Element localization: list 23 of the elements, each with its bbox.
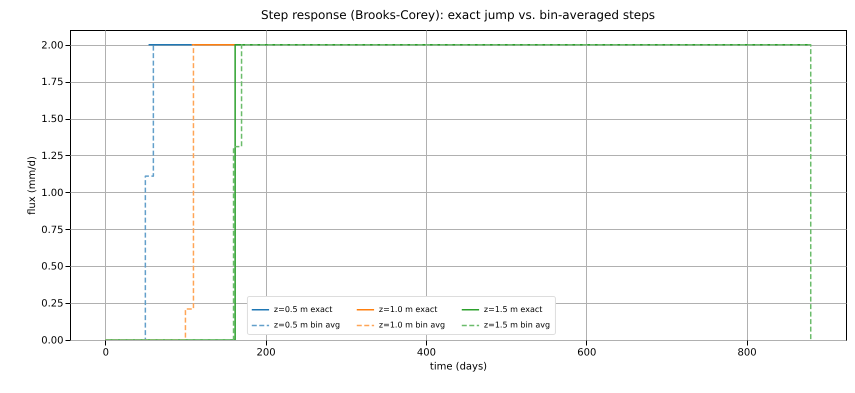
y-tick-label: 0.00 (41, 336, 64, 346)
y-tick-label: 0.25 (41, 298, 64, 310)
y-axis-title: flux (mm/d) (27, 156, 38, 215)
y-tick-label: 1.50 (41, 114, 64, 126)
x-tick-label: 400 (416, 348, 436, 358)
x-axis-title: time (days) (430, 362, 488, 372)
y-tick-label: 0.50 (41, 262, 64, 273)
legend-label: z=1.5 m exact (484, 304, 542, 314)
x-tick-label: 800 (738, 348, 757, 358)
legend-label: z=1.0 m bin avg (378, 320, 446, 330)
legend-label: z=1.0 m exact (378, 304, 438, 314)
y-tick-label: 1.00 (41, 188, 64, 199)
x-tick-label: 600 (577, 348, 596, 358)
chart-title: Step response (Brooks-Corey): exact jump vs. bin-averaged steps (260, 8, 656, 22)
x-tick-label: 0 (102, 348, 109, 358)
y-tick-label: 0.75 (41, 224, 64, 236)
y-tick-label: 1.25 (41, 150, 64, 162)
legend-label: z=1.5 m bin avg (484, 320, 550, 330)
y-tick-label: 2.00 (41, 40, 64, 52)
legend-label: z=0.5 m bin avg (274, 320, 340, 330)
x-tick-label: 200 (256, 348, 276, 358)
legend-label: z=0.5 m exact (274, 304, 332, 314)
y-tick-label: 1.75 (41, 77, 64, 88)
